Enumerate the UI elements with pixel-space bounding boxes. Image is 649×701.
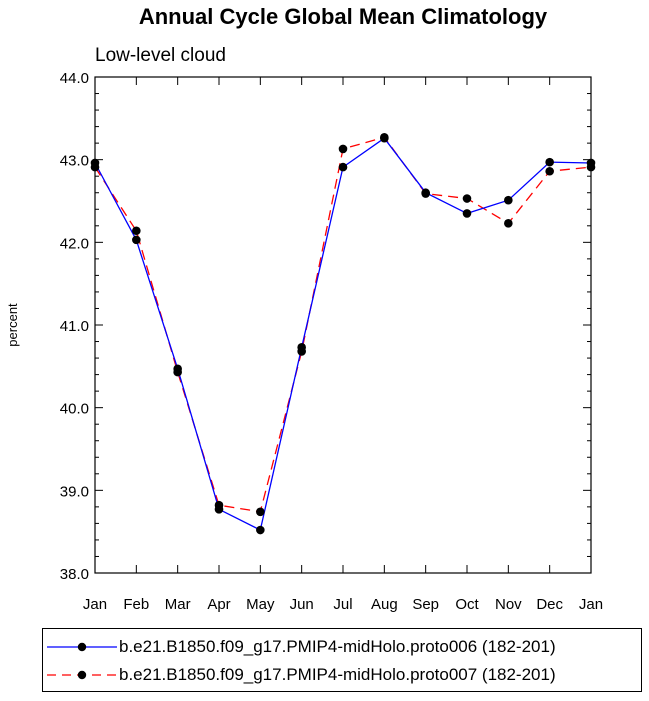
legend-item-proto007: b.e21.B1850.f09_g17.PMIP4-midHolo.proto0… — [43, 662, 641, 688]
y-tick-label: 43.0 — [60, 153, 89, 170]
chart-title: Annual Cycle Global Mean Climatology — [139, 4, 548, 29]
x-tick-label: Aug — [371, 596, 398, 613]
series-line-proto007 — [94, 136, 592, 513]
x-tick-label: Dec — [536, 596, 563, 613]
x-tick-label: Jun — [290, 596, 314, 613]
series-layer — [90, 133, 596, 535]
x-tick-label: Jan — [579, 596, 603, 613]
series-point-proto006 — [338, 162, 348, 172]
legend-item-proto006: b.e21.B1850.f09_g17.PMIP4-midHolo.proto0… — [43, 634, 641, 660]
series-point-proto006 — [297, 343, 306, 352]
series-point-proto007 — [132, 226, 141, 236]
annual-cycle-chart: Annual Cycle Global Mean Climatology Low… — [5, 4, 603, 613]
series-point-proto006 — [256, 525, 265, 535]
y-axis-label: percent — [5, 303, 20, 347]
legend-label-proto007: b.e21.B1850.f09_g17.PMIP4-midHolo.proto0… — [119, 665, 556, 684]
x-tick-label: Feb — [123, 596, 149, 613]
series-point-proto006 — [214, 505, 224, 514]
x-tick-labels: Jan Feb Mar Apr May Jun Jul Aug Sep Oct Nov Dec Jan — [83, 596, 603, 613]
x-tick-label: Oct — [455, 596, 479, 613]
x-tick-label: Mar — [165, 596, 191, 613]
x-tick-label: Apr — [207, 596, 230, 613]
series-point-proto007 — [545, 166, 554, 176]
series-point-proto006 — [132, 235, 141, 245]
series-point-proto006 — [462, 209, 472, 218]
x-tick-label: Jan — [83, 596, 107, 613]
series-point-proto007 — [256, 507, 265, 517]
series-point-proto006 — [586, 158, 596, 168]
x-tick-label: May — [246, 596, 275, 613]
y-tick-label: 38.0 — [60, 566, 89, 583]
legend: b.e21.B1850.f09_g17.PMIP4-midHolo.proto0… — [42, 628, 642, 692]
series-point-proto006 — [421, 188, 430, 198]
y-tick-label: 41.0 — [60, 318, 89, 335]
series-point-proto007 — [462, 194, 472, 203]
series-point-proto006 — [173, 364, 182, 374]
y-tick-label: 39.0 — [60, 483, 89, 500]
y-tick-labels: 38.0 39.0 40.0 41.0 42.0 43.0 44.0 — [60, 70, 89, 583]
series-line-proto006 — [94, 137, 592, 531]
x-tick-label: Jul — [333, 596, 352, 613]
y-tick-label: 44.0 — [60, 70, 89, 87]
y-tick-label: 42.0 — [60, 235, 89, 252]
series-point-proto006 — [504, 195, 513, 205]
series-point-proto007 — [504, 219, 513, 228]
legend-swatch-proto007 — [47, 670, 117, 680]
y-tick-label: 40.0 — [60, 401, 89, 418]
legend-label-proto006: b.e21.B1850.f09_g17.PMIP4-midHolo.proto0… — [119, 637, 556, 656]
x-tick-label: Nov — [495, 596, 522, 613]
legend-swatch-proto006 — [47, 642, 117, 652]
chart-subtitle: Low-level cloud — [95, 45, 226, 66]
x-tick-label: Sep — [412, 596, 439, 613]
series-point-proto006 — [545, 157, 554, 167]
series-point-proto006 — [90, 158, 100, 168]
series-point-proto007 — [338, 144, 348, 154]
series-point-proto006 — [380, 133, 389, 143]
